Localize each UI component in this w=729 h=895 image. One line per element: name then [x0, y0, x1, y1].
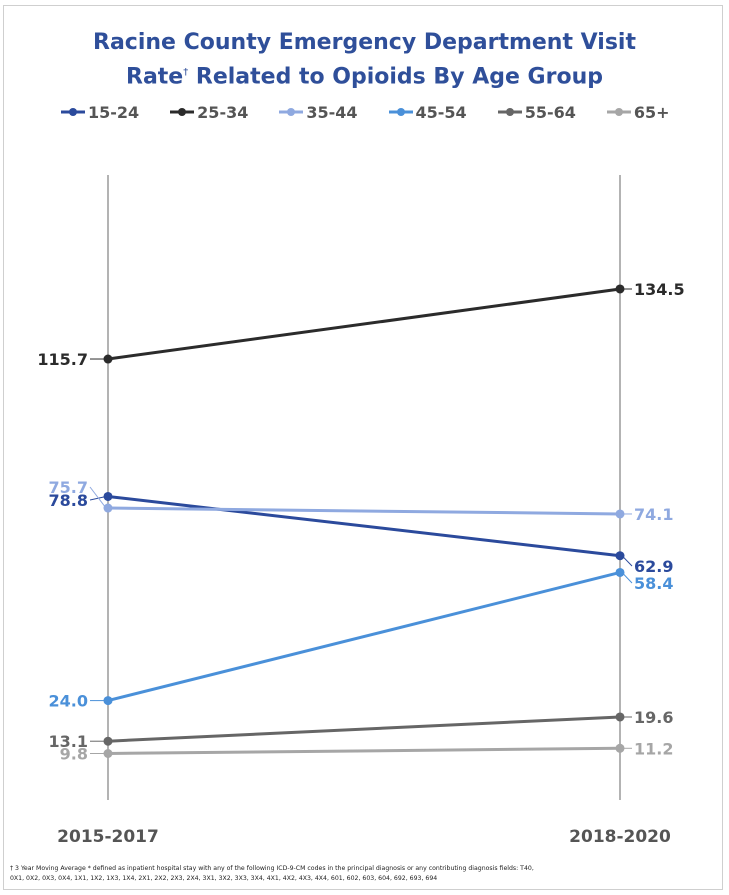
legend-swatch-marker: [396, 108, 405, 116]
legend-label: 55-64: [524, 102, 576, 122]
title-line-1: Racine County Emergency Department Visit: [93, 30, 636, 55]
legend-label: 65+: [633, 102, 670, 122]
label-leader-35-44-1: [89, 486, 107, 509]
point-35-44-2: [615, 509, 625, 519]
point-35-44-1: [103, 503, 113, 513]
data-label-35-44-2: 74.1: [634, 505, 673, 524]
legend-label: 25-34: [197, 102, 249, 122]
legend-item-45-54: 45-54: [388, 103, 467, 122]
data-label-25-34-1: 115.7: [37, 350, 88, 369]
legend-swatch: [497, 108, 522, 116]
point-65plus-2: [615, 743, 625, 753]
point-25-34-2: [615, 284, 625, 294]
legend-swatch: [388, 108, 413, 116]
data-label-45-54-1: 24.0: [49, 692, 88, 711]
series-line-35-44: [107, 506, 621, 516]
data-label-35-44-1: 75.7: [49, 478, 88, 497]
footnote: † 3 Year Moving Average * defined as inp…: [10, 864, 720, 884]
data-label-55-64-2: 19.6: [634, 708, 673, 727]
point-65plus-1: [103, 748, 113, 758]
legend-swatch: [606, 108, 631, 116]
legend-swatch-marker: [178, 108, 187, 116]
series-line-45-54: [107, 571, 621, 703]
point-25-34-1: [103, 354, 113, 364]
legend-swatch: [170, 108, 195, 116]
legend: 15-24 25-34 35-44 45-54 55-64 65+: [60, 100, 700, 124]
data-label-15-24-1: 78.8: [49, 491, 88, 510]
footnote-line-2: 0X1, 0X2, 0X3, 0X4, 1X1, 1X2, 1X3, 1X4, …: [10, 875, 438, 882]
title-line-2: Rate† Related to Opioids By Age Group: [0, 58, 729, 92]
chart-frame: [3, 5, 723, 890]
data-label-15-24-2: 62.9: [634, 557, 673, 576]
data-label-65plus-1: 9.8: [60, 744, 88, 763]
data-label-65plus-2: 11.2: [634, 739, 673, 758]
series-line-65plus: [107, 746, 621, 755]
legend-swatch: [279, 108, 304, 116]
category-label-1: 2015-2017: [57, 827, 159, 847]
legend-swatch-marker: [505, 108, 514, 116]
legend-item-35-44: 35-44: [278, 102, 358, 122]
legend-label: 45-54: [415, 102, 467, 122]
legend-item-25-34: 25-34: [169, 103, 248, 122]
legend-item-65plus: 65+: [606, 103, 670, 122]
series-line-15-24: [107, 494, 621, 558]
legend-swatch-marker: [287, 108, 296, 116]
series-line-55-64: [107, 715, 621, 743]
point-45-54-1: [103, 696, 113, 706]
legend-swatch-marker: [69, 108, 77, 116]
label-leader-45-54-2: [621, 572, 633, 584]
point-55-64-2: [615, 712, 625, 722]
legend-item-55-64: 55-64: [497, 103, 576, 122]
title-line-2-main: Rate: [126, 64, 184, 90]
point-15-24-1: [103, 491, 113, 501]
point-15-24-2: [615, 551, 625, 561]
data-label-45-54-2: 58.4: [634, 574, 673, 593]
label-leader-15-24-2: [621, 555, 633, 567]
series-line-25-34: [107, 287, 621, 361]
legend-swatch: [61, 108, 85, 116]
category-label-2: 2018-2020: [569, 827, 671, 847]
point-55-64-1: [103, 736, 113, 746]
point-45-54-2: [615, 567, 625, 577]
legend-swatch-marker: [614, 108, 623, 116]
data-label-25-34-2: 134.5: [634, 280, 685, 299]
title-dagger: †: [183, 67, 189, 78]
legend-item-15-24: 15-24: [60, 103, 139, 122]
legend-label: 35-44: [306, 102, 358, 122]
data-label-55-64-1: 13.1: [49, 732, 88, 751]
title-line-2-rest: Related to Opioids By Age Group: [188, 64, 603, 90]
footnote-line-1: † 3 Year Moving Average * defined as inp…: [10, 865, 534, 872]
legend-label: 15-24: [88, 102, 140, 122]
chart-title: Racine County Emergency Department Visit…: [0, 28, 729, 92]
